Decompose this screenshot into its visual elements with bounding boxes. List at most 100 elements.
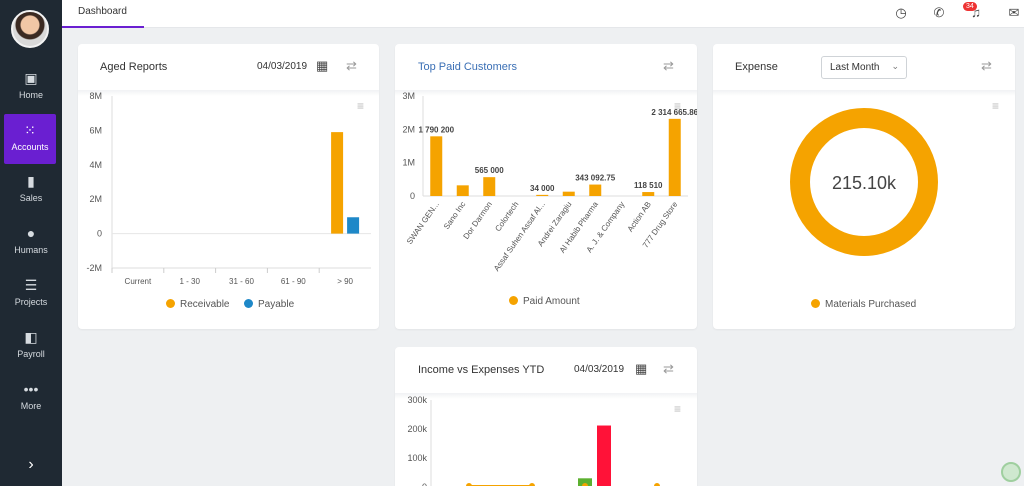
chart-menu-icon[interactable]: ≡	[674, 402, 682, 416]
chart-menu-icon[interactable]: ≡	[992, 99, 1000, 113]
card-divider	[395, 393, 697, 399]
top-paid-customers-card: Top Paid Customers ⇄ ≡ 3M 2M 1M 0 1 790 200 S…	[395, 44, 697, 329]
notification-badge: 34	[963, 2, 977, 11]
chart-menu-icon[interactable]: ≡	[357, 99, 365, 113]
y-tick-label: 3M	[402, 91, 415, 101]
bar-payable	[347, 217, 360, 234]
bell-icon[interactable]: ♫	[971, 5, 981, 20]
sidebar-item-payroll[interactable]: ◧ Payroll	[0, 329, 62, 359]
sidebar-item-more[interactable]: ••• More	[0, 381, 62, 411]
card-title: Expense	[735, 61, 778, 73]
refresh-icon[interactable]: ⇄	[981, 58, 992, 73]
sidebar-item-sales[interactable]: ▮ Sales	[0, 173, 62, 203]
sidebar-item-accounts[interactable]: ⁙ Accounts	[4, 114, 56, 164]
y-tick-label: 0	[97, 229, 102, 239]
y-tick-label: 200k	[407, 424, 427, 434]
bar-paid-amount	[536, 194, 549, 196]
bar-paid-amount	[642, 192, 655, 196]
chevron-down-icon: ⌄	[891, 61, 899, 71]
card-title: Aged Reports	[100, 61, 168, 73]
period-select[interactable]: Last Month ⌄	[821, 56, 907, 79]
aged-reports-chart: 8M 6M 4M 2M 0 -2M Current 1 - 30 31 - 60 61 - 90 >…	[87, 91, 371, 286]
person-icon: ●	[26, 225, 36, 241]
data-label: 2 314 665.86	[651, 108, 697, 117]
card-divider	[395, 90, 697, 96]
bar-receivable	[331, 132, 344, 234]
point-income	[529, 483, 535, 486]
legend-paid-amount: Paid Amount	[509, 296, 580, 307]
refresh-icon[interactable]: ⇄	[663, 361, 674, 376]
card-title: Income vs Expenses YTD	[418, 364, 545, 376]
period-select-value: Last Month	[830, 62, 880, 73]
x-tick-label: > 90	[337, 277, 353, 286]
x-tick-label: SWAN GEN...	[405, 200, 441, 246]
sidebar-item-label: Humans	[14, 245, 48, 255]
sidebar-item-home[interactable]: ▣ Home	[0, 70, 62, 100]
data-label: 118 510	[634, 181, 663, 190]
x-tick-label: 1 - 30	[179, 277, 200, 286]
bar-paid-amount	[562, 191, 575, 196]
y-tick-label: 0	[422, 482, 427, 486]
card-title[interactable]: Top Paid Customers	[418, 61, 518, 73]
wallet-icon: ◧	[24, 329, 38, 345]
y-tick-label: 8M	[89, 91, 102, 101]
bar-chart-icon: ▮	[27, 173, 35, 189]
mail-icon[interactable]: ✉	[1008, 5, 1020, 20]
bar-paid-amount	[668, 118, 681, 196]
tab-dashboard[interactable]: Dashboard	[62, 0, 144, 28]
card-divider	[713, 90, 1015, 96]
y-tick-label: -2M	[87, 263, 103, 273]
sidebar-item-label: Home	[18, 90, 43, 100]
x-tick-label: 61 - 90	[281, 277, 306, 286]
y-tick-label: 2M	[89, 194, 102, 204]
point-income	[582, 483, 588, 486]
phone-icon[interactable]: ✆	[933, 5, 945, 20]
income-vs-expenses-chart: 300k 200k 100k 0	[407, 395, 660, 486]
sidebar-item-label: Payroll	[17, 349, 45, 359]
legend-materials-purchased: Materials Purchased	[811, 299, 916, 310]
legend-payable: Payable	[244, 299, 294, 310]
refresh-icon[interactable]: ⇄	[663, 58, 674, 73]
home-icon: ▣	[24, 70, 38, 86]
refresh-icon[interactable]: ⇄	[346, 58, 357, 73]
sidebar-item-label: Accounts	[11, 142, 49, 152]
y-tick-label: 0	[410, 191, 415, 201]
bar-paid-amount	[483, 177, 496, 196]
x-tick-label: Colortech	[493, 200, 520, 233]
x-tick-label: Assaf Suhen Assaf Al...	[492, 200, 547, 273]
sidebar-item-label: Projects	[14, 297, 48, 307]
sidebar-item-label: Sales	[19, 193, 43, 203]
clock-icon[interactable]: ◷	[895, 5, 907, 20]
card-date: 04/03/2019	[257, 61, 308, 72]
sidebar-item-humans[interactable]: ● Humans	[0, 225, 62, 255]
donut-center-value: 215.10k	[832, 173, 897, 193]
bar-expenses	[578, 478, 592, 486]
bar-paid-amount	[589, 184, 602, 196]
bar-paid-amount	[430, 136, 443, 196]
expense-donut-chart: 215.10k	[790, 108, 938, 256]
point-income	[654, 483, 660, 486]
legend-receivable: Receivable	[166, 299, 229, 310]
sidebar: ▣ Home ⁙ Accounts ▮ Sales ● Humans ☰ Pro…	[0, 0, 62, 486]
grid-icon: ⁙	[24, 122, 36, 138]
sidebar-item-label: More	[20, 401, 42, 411]
projects-icon: ☰	[24, 277, 38, 293]
calendar-icon[interactable]: ▦	[316, 58, 329, 73]
more-icon: •••	[23, 381, 39, 397]
income-vs-expenses-card: Income vs Expenses YTD 04/03/2019 ▦ ⇄ ≡ …	[395, 347, 697, 486]
donut-slice	[790, 108, 938, 256]
avatar[interactable]	[11, 10, 49, 48]
chat-icon[interactable]	[1001, 462, 1021, 482]
sidebar-item-projects[interactable]: ☰ Projects	[0, 277, 62, 307]
aged-reports-card: Aged Reports 04/03/2019 ▦ ⇄ ≡ 8M 6M 4M 2M 0 -…	[78, 44, 379, 329]
chart-menu-icon[interactable]: ≡	[674, 99, 682, 113]
y-tick-label: 4M	[89, 160, 102, 170]
y-tick-label: 2M	[402, 124, 415, 134]
x-tick-label: 31 - 60	[229, 277, 254, 286]
chevron-right-icon[interactable]: ›	[28, 456, 34, 473]
x-tick-label: Sano Inc	[442, 200, 467, 231]
x-tick-label: Action AB	[626, 200, 653, 234]
calendar-icon[interactable]: ▦	[635, 361, 648, 376]
y-tick-label: 6M	[89, 125, 102, 135]
expense-card: Expense Last Month ⌄ ⇄ ≡ 215.10k Materia…	[713, 44, 1015, 329]
